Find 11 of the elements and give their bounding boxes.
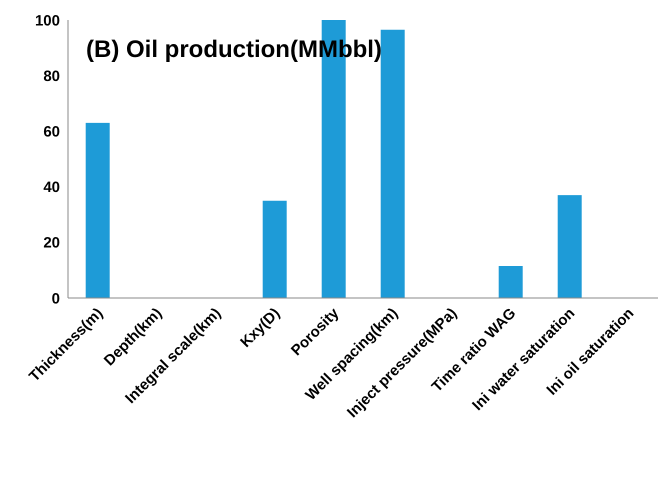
bar (262, 200, 287, 298)
y-tick-label: 60 (43, 124, 60, 141)
y-tick-label: 0 (52, 290, 60, 308)
y-tick-label: 100 (34, 12, 60, 30)
bar (558, 195, 582, 298)
bar (86, 122, 110, 298)
bar (380, 30, 405, 298)
y-tick-label: 20 (43, 234, 60, 252)
bar (498, 266, 523, 298)
y-tick-label: 80 (43, 68, 60, 85)
y-tick-label: 40 (43, 179, 60, 196)
